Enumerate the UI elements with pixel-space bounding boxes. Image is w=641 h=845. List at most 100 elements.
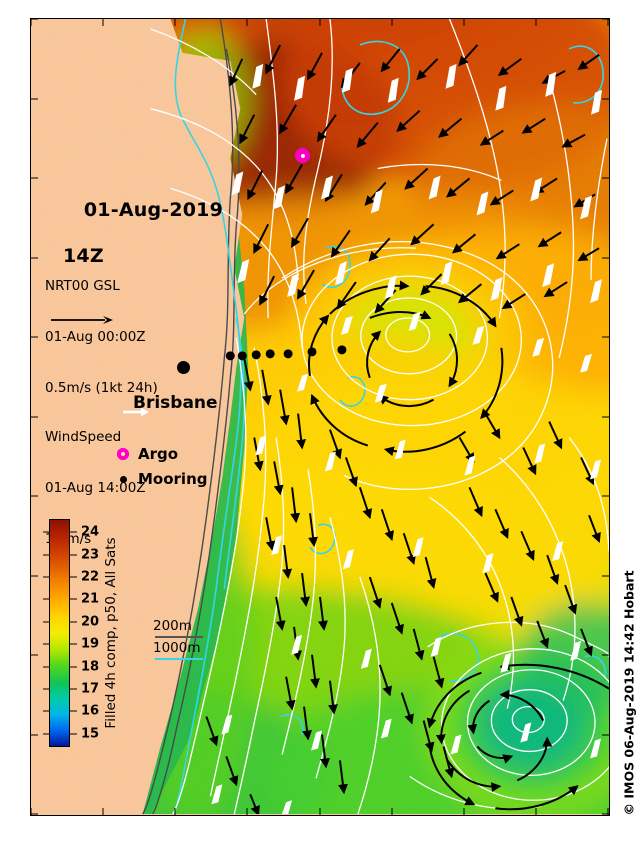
x-tick-mark — [31, 808, 32, 815]
colorbar-tick-mark-left — [43, 643, 49, 645]
current-product-label: NRT00 GSL — [45, 278, 120, 294]
colorbar-tick-mark — [70, 710, 77, 712]
current-source-annotation: NRT00 GSL 01-Aug 00:00Z 0.5m/s (1kt 24h) — [45, 244, 158, 431]
legend-mooring: Mooring — [117, 470, 208, 488]
date-stamp: 01-Aug-2019 14Z — [43, 177, 223, 311]
bathy-200m-contour — [142, 19, 240, 815]
y-tick-mark — [31, 19, 38, 20]
colorbar-tick-mark-left — [43, 710, 49, 712]
colorbar-tick-label: 21 — [81, 591, 100, 607]
wind-barbs — [211, 63, 603, 815]
bathy-200m-line-swatch — [155, 636, 203, 638]
bathymetry-contour-layer — [142, 19, 607, 815]
y-tick-mark — [31, 654, 38, 656]
brisbane-label: Brisbane — [133, 393, 218, 413]
colorbar-tick-mark-left — [43, 531, 49, 533]
colorbar-tick-mark-left — [43, 576, 49, 578]
legend-argo: Argo — [117, 445, 178, 463]
y-tick-mark — [31, 257, 38, 258]
current-time-label: 01-Aug 00:00Z — [45, 329, 146, 345]
colorbar-tick-label: 20 — [81, 614, 100, 630]
x-tick-mark — [319, 19, 320, 26]
argo-float-marker-core — [300, 153, 305, 158]
y-tick-mark — [31, 813, 38, 815]
y-tick-mark — [31, 98, 38, 99]
colorbar-tick-label: 15 — [81, 726, 100, 742]
colorbar-tick-mark — [70, 531, 77, 533]
y-tick-mark — [602, 416, 609, 417]
y-tick-mark — [602, 575, 609, 576]
ssh-contour-layer — [150, 19, 609, 815]
bathy-1000m-label: 1000m — [153, 640, 201, 656]
colorbar: Filled 4h comp, p50, All Sats 24 23 22 21 20… — [43, 519, 145, 759]
date-stamp-time: 14Z — [63, 245, 104, 267]
y-tick-mark — [602, 654, 609, 656]
current-scale-arrow-icon — [51, 316, 113, 324]
y-tick-mark — [602, 257, 609, 258]
colorbar-tick-mark-left — [43, 621, 49, 623]
y-tick-mark — [31, 177, 38, 179]
date-stamp-date: 01-Aug-2019 — [83, 199, 224, 221]
colorbar-tick-mark — [70, 643, 77, 645]
mooring-markers — [225, 345, 347, 361]
colorbar-tick-mark — [70, 688, 77, 690]
y-tick-mark — [602, 98, 609, 99]
x-tick-mark — [535, 19, 537, 26]
x-tick-mark — [391, 808, 393, 815]
x-tick-mark — [246, 808, 248, 815]
x-tick-mark — [463, 19, 465, 26]
y-tick-mark — [31, 416, 38, 417]
y-tick-mark — [602, 495, 609, 497]
colorbar-tick-mark-left — [43, 598, 49, 600]
bathy-1000m-row: 1000m — [153, 639, 203, 660]
x-tick-mark — [391, 19, 393, 26]
colorbar-tick-mark — [70, 733, 77, 735]
wind-product-label: WindSpeed — [45, 429, 122, 445]
x-tick-mark — [607, 808, 609, 815]
y-tick-mark — [602, 734, 609, 735]
bathy-1000m-line-swatch — [155, 658, 203, 660]
x-tick-mark — [607, 19, 609, 26]
colorbar-tick-mark — [70, 576, 77, 578]
x-tick-mark — [463, 808, 465, 815]
x-tick-mark — [535, 808, 537, 815]
colorbar-tick-mark-left — [43, 554, 49, 556]
y-tick-mark — [602, 813, 609, 815]
colorbar-title: Filled 4h comp, p50, All Sats — [103, 537, 119, 729]
x-tick-mark — [319, 808, 320, 815]
x-tick-mark — [102, 808, 104, 815]
x-tick-mark — [246, 19, 248, 26]
argo-legend-label: Argo — [138, 445, 179, 463]
colorbar-tick-mark — [70, 621, 77, 623]
bathymetry-legend: 200m 1000m — [153, 617, 203, 660]
colorbar-tick-label: 17 — [81, 681, 100, 697]
y-tick-mark — [31, 734, 38, 735]
x-tick-mark — [174, 19, 176, 26]
wind-quiver-layer — [211, 63, 603, 815]
colorbar-tick-mark — [70, 554, 77, 556]
argo-legend-marker-icon — [117, 448, 129, 460]
credit-text: © IMOS 06-Aug-2019 14:42 Hobart — [621, 570, 637, 816]
colorbar-tick-label: 19 — [81, 636, 100, 652]
mooring-legend-marker-icon — [119, 475, 127, 483]
colorbar-tick-label: 16 — [81, 703, 100, 719]
y-tick-mark — [31, 336, 38, 338]
bathy-200m-row: 200m — [153, 617, 203, 638]
colorbar-tick-mark-left — [43, 666, 49, 668]
bathy-200m-label: 200m — [153, 618, 192, 634]
colorbar-tick-label: 23 — [81, 547, 100, 563]
brisbane-city-marker[interactable] — [177, 361, 190, 374]
y-tick-mark — [31, 495, 38, 497]
colorbar-tick-label: 22 — [81, 569, 100, 585]
colorbar-tick-label: 24 — [81, 524, 100, 540]
credit-container: © IMOS 06-Aug-2019 14:42 Hobart — [621, 535, 637, 815]
x-tick-mark — [31, 19, 32, 26]
wind-scale-arrow-icon — [123, 407, 149, 417]
colorbar-tick-mark-left — [43, 688, 49, 690]
wind-time-label: 01-Aug 14:00Z — [45, 480, 146, 496]
colorbar-gradient — [49, 519, 70, 747]
y-tick-mark — [602, 177, 609, 179]
colorbar-tick-mark-left — [43, 733, 49, 735]
map-plot-area[interactable]: 01-Aug-2019 14Z NRT00 GSL 01-Aug 00:00Z … — [30, 18, 610, 816]
y-tick-mark — [31, 575, 38, 576]
